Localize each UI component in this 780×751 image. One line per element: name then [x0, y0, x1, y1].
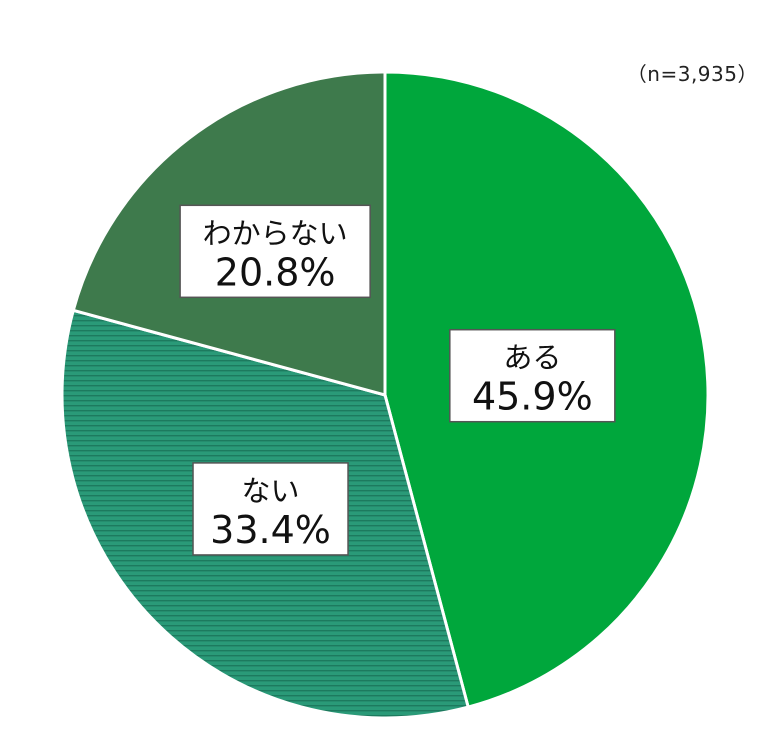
slice-label-box	[449, 328, 616, 423]
slice-value-label: 45.9%	[472, 375, 593, 419]
sample-size-note: （n=3,935）	[626, 62, 758, 86]
slice-category-label: ない	[242, 474, 300, 508]
slice-category-label: ある	[503, 341, 561, 375]
slice-label-box	[179, 204, 371, 299]
slice-value-label: 33.4%	[210, 508, 331, 552]
slice-category-label: わからない	[203, 216, 348, 250]
slice-label-box	[192, 462, 349, 556]
slice-value-label: 20.8%	[215, 250, 336, 294]
